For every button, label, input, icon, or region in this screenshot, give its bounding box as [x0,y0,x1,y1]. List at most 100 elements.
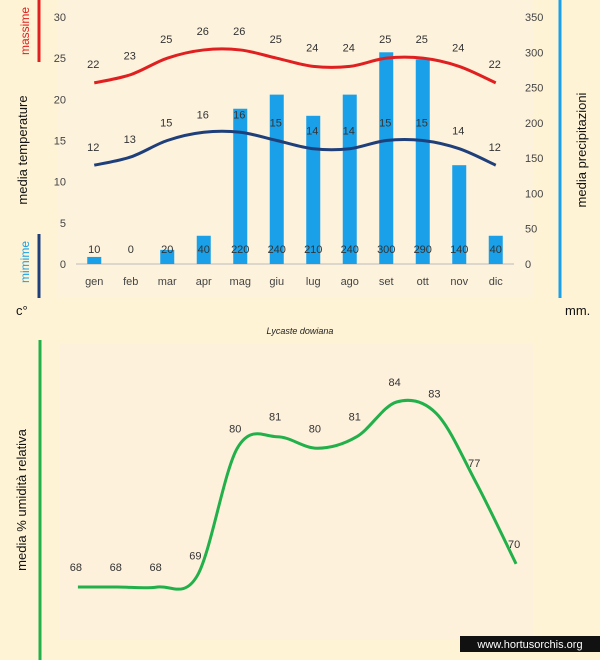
precipitation-value-label: 210 [304,244,322,256]
max-temp-value-label: 24 [343,42,355,54]
max-legend-label: massime [18,7,32,55]
precipitation-bar [379,52,394,265]
x-tick-label: mar [158,276,177,288]
humidity-value-label: 81 [269,412,281,424]
watermark-text: www.hortusorchis.org [476,639,582,651]
min-temp-value-label: 15 [416,118,428,130]
left-tick-label: 10 [54,177,66,189]
precipitation-bar [306,115,321,264]
left-tick-label: 0 [60,259,66,271]
left-tick-label: 20 [54,94,66,106]
max-temp-value-label: 22 [87,59,99,71]
x-tick-label: ago [341,276,359,288]
humidity-value-label: 68 [70,562,82,574]
min-temp-value-label: 16 [233,109,245,121]
precipitation-value-label: 10 [88,244,100,256]
max-temp-value-label: 25 [416,34,428,46]
x-tick-label: set [379,276,394,288]
x-tick-label: giu [269,276,284,288]
right-tick-label: 150 [525,153,543,165]
humidity-axis-title: media % umidità relativa [14,428,29,570]
humidity-value-label: 80 [309,423,321,435]
precipitation-value-label: 40 [198,244,210,256]
left-tick-label: 30 [54,12,66,24]
left-axis-title: media temperature [15,95,30,204]
x-tick-label: apr [196,276,212,288]
min-temp-value-label: 12 [87,142,99,154]
right-tick-label: 100 [525,188,543,200]
precipitation-bar [452,165,467,264]
right-axis-title: media precipitazioni [574,92,589,207]
precipitation-value-label: 240 [341,244,359,256]
precipitation-value-label: 140 [450,244,468,256]
right-tick-label: 200 [525,118,543,130]
right-tick-label: 300 [525,47,543,59]
min-temp-value-label: 13 [124,134,136,146]
left-tick-label: 15 [54,136,66,148]
min-temp-value-label: 14 [343,126,355,138]
max-temp-value-label: 24 [452,42,464,54]
left-unit-label: c° [16,303,28,318]
min-temp-value-label: 16 [197,109,209,121]
precipitation-value-label: 290 [414,244,432,256]
right-tick-label: 50 [525,224,537,236]
right-tick-label: 350 [525,12,543,24]
precipitation-bar [342,94,357,264]
precipitation-value-label: 40 [490,244,502,256]
min-legend-label: mimime [18,241,32,283]
precipitation-value-label: 20 [161,244,173,256]
x-tick-label: dic [489,276,504,288]
min-temp-value-label: 15 [160,118,172,130]
min-temperature-line [93,129,497,167]
right-unit-label: mm. [565,303,590,318]
x-tick-label: nov [450,276,468,288]
left-tick-label: 5 [60,218,66,230]
min-temp-value-label: 14 [306,126,318,138]
max-temp-value-label: 22 [489,59,501,71]
max-temp-value-label: 23 [124,51,136,63]
precipitation-bar [233,108,248,264]
precipitation-value-label: 0 [128,244,134,256]
max-temp-value-label: 26 [197,26,209,38]
x-tick-label: gen [85,276,103,288]
precipitation-bar [415,59,430,264]
max-temp-value-label: 25 [160,34,172,46]
max-temperature-line [93,47,497,85]
humidity-value-label: 68 [110,562,122,574]
humidity-line [77,398,518,591]
humidity-value-label: 83 [428,389,440,401]
humidity-value-label: 84 [388,377,400,389]
bottom-plot-area [60,344,533,640]
right-tick-label: 0 [525,259,531,271]
species-title: Lycaste dowiana [267,326,334,336]
x-tick-label: mag [230,276,251,288]
precipitation-bar [488,235,503,264]
precipitation-value-label: 240 [268,244,286,256]
right-tick-label: 250 [525,83,543,95]
humidity-value-label: 70 [508,539,520,551]
humidity-value-label: 80 [229,423,241,435]
min-temp-value-label: 12 [489,142,501,154]
precipitation-value-label: 300 [377,244,395,256]
max-temp-value-label: 26 [233,26,245,38]
max-temp-value-label: 25 [379,34,391,46]
humidity-value-label: 68 [149,562,161,574]
precipitation-bar [196,235,211,264]
humidity-value-label: 77 [468,458,480,470]
min-temp-value-label: 14 [452,126,464,138]
watermark-background [460,636,600,652]
precipitation-value-label: 220 [231,244,249,256]
precipitation-bar [269,94,284,264]
min-temp-value-label: 15 [270,118,282,130]
humidity-value-label: 81 [349,412,361,424]
humidity-chart: Lycaste dowiana 68 68 68 69 80 81 80 81 84 83 77 70 m… [14,326,600,660]
humidity-value-label: 69 [189,550,201,562]
min-temp-value-label: 15 [379,118,391,130]
max-temp-value-label: 25 [270,34,282,46]
x-tick-label: lug [306,276,321,288]
precipitation-bar [160,249,175,264]
x-tick-label: feb [123,276,138,288]
left-tick-label: 25 [54,53,66,65]
